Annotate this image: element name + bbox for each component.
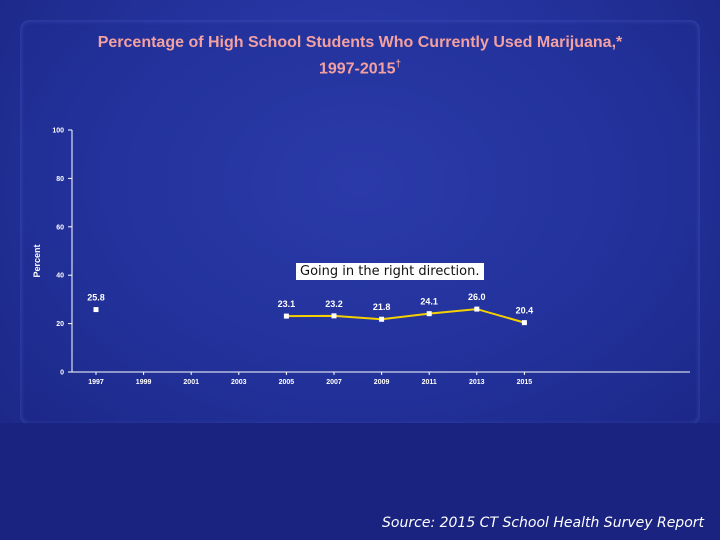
series-line (286, 308, 525, 324)
y-tick-label: 0 (60, 370, 64, 377)
x-tick-label: 2001 (183, 379, 199, 386)
data-point (474, 306, 480, 312)
source-citation: Source: 2015 CT School Health Survey Rep… (382, 515, 704, 531)
data-label: 23.1 (278, 299, 296, 309)
y-tick-label: 100 (52, 128, 64, 135)
y-tick-label: 80 (56, 176, 64, 183)
data-point (521, 320, 527, 326)
data-point (93, 307, 99, 313)
bottom-band (0, 423, 720, 540)
x-tick-label: 1997 (88, 379, 104, 386)
data-label: 26.0 (468, 292, 486, 302)
data-label: 23.2 (325, 299, 343, 309)
y-axis-label: Percent (32, 244, 42, 277)
x-tick-label: 1999 (136, 379, 152, 386)
x-tick-label: 2013 (469, 379, 485, 386)
y-tick-label: 20 (56, 321, 64, 328)
chart-axes (71, 130, 690, 373)
chart-annotation: Going in the right direction. (296, 263, 484, 280)
data-label: 25.8 (87, 293, 105, 303)
chart-series-lines (286, 308, 525, 324)
chart-points (93, 306, 527, 326)
chart-title-line2: 1997-2015† (318, 59, 402, 78)
x-tick-label: 2005 (279, 379, 295, 386)
y-tick-label: 60 (56, 224, 64, 231)
x-tick-label: 2009 (374, 379, 390, 386)
data-label: 20.4 (516, 306, 534, 316)
data-point (331, 313, 337, 319)
chart-panel (20, 20, 700, 425)
chart-title-line1: Percentage of High School Students Who C… (97, 34, 623, 51)
x-tick-label: 2015 (517, 379, 533, 386)
chart-title: Percentage of High School Students Who C… (40, 32, 680, 80)
chart-data-labels: 25.8 23.1 23.2 21.8 24.1 26.0 20.4 (87, 292, 533, 316)
data-point (379, 316, 385, 322)
chart-ticks: 0 20 40 60 80 100 1997 1999 2001 2003 2005 2007 2009… (52, 128, 532, 387)
x-tick-label: 2007 (326, 379, 342, 386)
data-point (283, 313, 289, 319)
data-label: 21.8 (373, 302, 391, 312)
x-tick-label: 2003 (231, 379, 247, 386)
data-point (426, 311, 432, 317)
data-label: 24.1 (420, 297, 438, 307)
x-tick-label: 2011 (422, 379, 437, 386)
y-tick-label: 40 (56, 273, 64, 280)
